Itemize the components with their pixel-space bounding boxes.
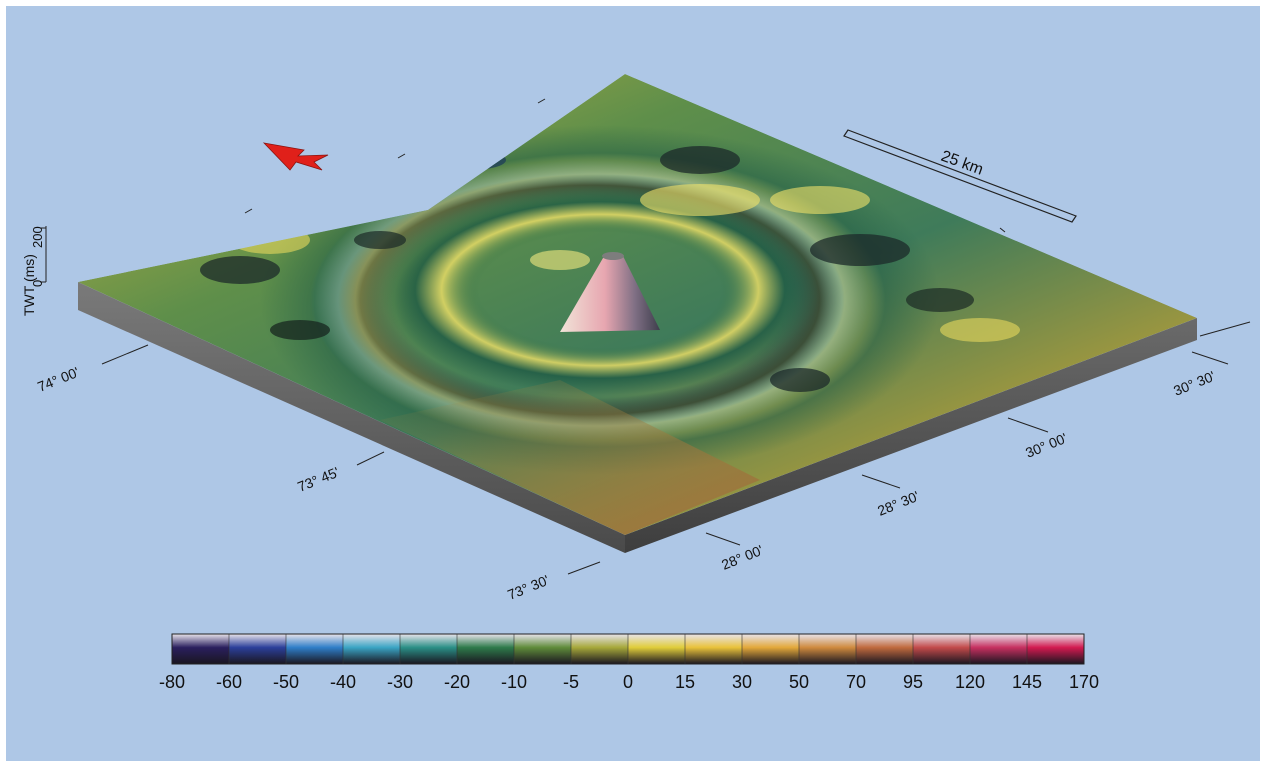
colorbar-label: 70 — [846, 672, 866, 692]
lat-label-30-30: 30° 30' — [1171, 368, 1217, 399]
colorbar-label: -10 — [501, 672, 527, 692]
colorbar-segment — [571, 634, 629, 664]
colorbar-label: -50 — [273, 672, 299, 692]
colorbar-label: 50 — [789, 672, 809, 692]
colorbar-segment — [172, 634, 230, 664]
top-edge-ticks — [244, 98, 1006, 233]
twt-axis-label: TWT (ms) — [21, 254, 37, 316]
colorbar-segment — [343, 634, 401, 664]
colorbar-segment — [685, 634, 743, 664]
lat-label-30-00: 30° 00' — [1023, 430, 1069, 461]
colorbar-segment — [913, 634, 971, 664]
lat-label-28-00: 28° 00' — [719, 542, 765, 573]
central-peak — [560, 252, 660, 332]
colorbar-label: 120 — [955, 672, 985, 692]
colorbar-segment — [628, 634, 686, 664]
colorbar-label: -20 — [444, 672, 470, 692]
lat-label-28-30: 28° 30' — [875, 488, 921, 519]
twt-tick-200: 200 — [30, 226, 45, 248]
lon-label-74-00: 74° 00' — [35, 364, 81, 395]
slab-left-face — [78, 282, 625, 553]
lon-label-73-45: 73° 45' — [295, 464, 341, 495]
colorbar-segment — [799, 634, 857, 664]
colorbar-segment — [514, 634, 572, 664]
colorbar-segment — [229, 634, 287, 664]
colorbar-label: 15 — [675, 672, 695, 692]
twt-tick-0: 0 — [30, 280, 45, 287]
colorbar-label: -40 — [330, 672, 356, 692]
lon-label-73-30: 73° 30' — [505, 572, 551, 603]
colorbar-segment — [970, 634, 1028, 664]
colorbar-label: 95 — [903, 672, 923, 692]
colorbar-label: -30 — [387, 672, 413, 692]
colorbar-label: 145 — [1012, 672, 1042, 692]
colorbar-segment — [286, 634, 344, 664]
colorbar-label: 0 — [623, 672, 633, 692]
scale-bar — [843, 129, 1077, 223]
colorbar-label: -5 — [563, 672, 579, 692]
colorbar: -80 -60 -50 -40 -30 -20 -10 -5 0 15 30 50 70 95 120 145… — [159, 633, 1099, 692]
colorbar-segment — [457, 634, 515, 664]
colorbar-segment — [400, 634, 458, 664]
colorbar-label: -60 — [216, 672, 242, 692]
slab-right-face — [625, 318, 1197, 553]
twt-axis: TWT (ms) 200 0 — [21, 226, 47, 316]
colorbar-label: -80 — [159, 672, 185, 692]
lat-ticks — [705, 321, 1251, 546]
lon-ticks — [101, 344, 601, 575]
colorbar-segment — [856, 634, 914, 664]
north-arrow-icon — [262, 142, 329, 171]
colorbar-label: 170 — [1069, 672, 1099, 692]
colorbar-label: 30 — [732, 672, 752, 692]
colorbar-segment — [742, 634, 800, 664]
colorbar-segment — [1027, 634, 1085, 664]
